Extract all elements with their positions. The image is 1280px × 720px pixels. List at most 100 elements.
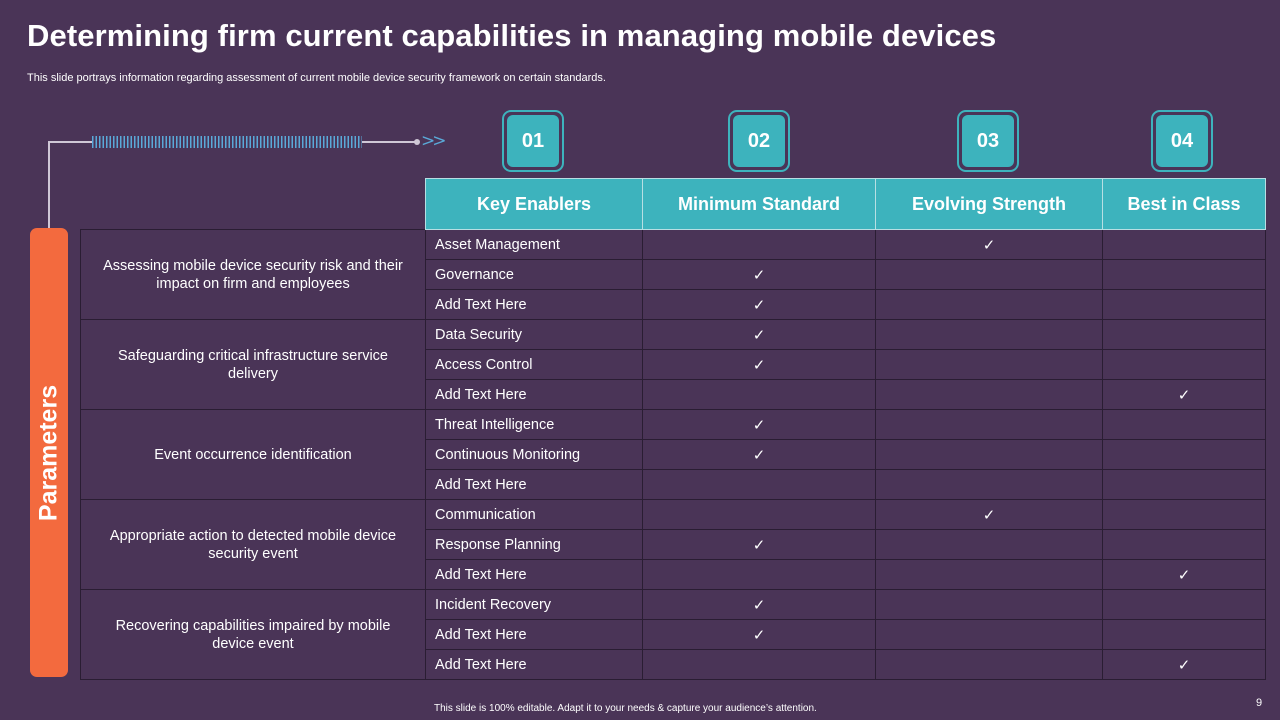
footer-note: This slide is 100% editable. Adapt it to… <box>434 703 817 714</box>
page-number: 9 <box>1256 697 1263 709</box>
key-enabler-cell: Add Text Here <box>425 289 643 320</box>
empty-cell <box>642 229 876 260</box>
key-enabler-cell: Add Text Here <box>425 469 643 500</box>
empty-cell <box>875 259 1103 290</box>
empty-cell <box>875 289 1103 320</box>
parameter-cell: Assessing mobile device security risk an… <box>80 229 426 320</box>
key-enabler-cell: Add Text Here <box>425 379 643 410</box>
connector-dot <box>414 139 420 145</box>
parameters-side-bar: Parameters <box>30 228 68 677</box>
empty-cell <box>875 619 1103 650</box>
parameter-cell: Recovering capabilities impaired by mobi… <box>80 589 426 680</box>
empty-cell <box>875 409 1103 440</box>
empty-cell <box>875 649 1103 680</box>
checkmark-icon: ✓ <box>642 439 876 470</box>
key-enabler-cell: Response Planning <box>425 529 643 560</box>
key-enabler-cell: Continuous Monitoring <box>425 439 643 470</box>
checkmark-icon: ✓ <box>642 319 876 350</box>
empty-cell <box>1102 589 1266 620</box>
empty-cell <box>1102 439 1266 470</box>
table-row: Add Text Here ✓ <box>81 289 1266 320</box>
parameter-cell: Safeguarding critical infrastructure ser… <box>80 319 426 410</box>
empty-cell <box>875 319 1103 350</box>
parameter-cell: Event occurrence identification <box>80 409 426 500</box>
table-body: Assessing mobile device security risk an… <box>80 229 1266 680</box>
capabilities-table: Key Enablers Minimum Standard Evolving S… <box>80 178 1266 680</box>
checkmark-icon: ✓ <box>642 619 876 650</box>
key-enabler-cell: Threat Intelligence <box>425 409 643 440</box>
checkmark-icon: ✓ <box>1102 649 1266 680</box>
empty-cell <box>642 499 876 530</box>
checkmark-icon: ✓ <box>642 529 876 560</box>
key-enabler-cell: Incident Recovery <box>425 589 643 620</box>
parameters-label: Parameters <box>34 384 63 521</box>
checkmark-icon: ✓ <box>642 259 876 290</box>
empty-cell <box>1102 259 1266 290</box>
empty-cell <box>1102 469 1266 500</box>
badge-number: 01 <box>507 115 559 167</box>
empty-cell <box>875 439 1103 470</box>
key-enabler-cell: Data Security <box>425 319 643 350</box>
table-row: Add Text Here ✓ <box>81 559 1266 590</box>
key-enabler-cell: Governance <box>425 259 643 290</box>
checkmark-icon: ✓ <box>642 349 876 380</box>
empty-cell <box>642 559 876 590</box>
empty-cell <box>1102 499 1266 530</box>
table-row: Appropriate action to detected mobile de… <box>80 499 1266 590</box>
key-enabler-cell: Communication <box>425 499 643 530</box>
table-row: Safeguarding critical infrastructure ser… <box>80 319 1266 410</box>
table-row: Add Text Here <box>81 469 1266 500</box>
empty-cell <box>642 379 876 410</box>
checkmark-icon: ✓ <box>875 499 1103 530</box>
key-enabler-cell: Access Control <box>425 349 643 380</box>
table-row: Add Text Here ✓ <box>81 619 1266 650</box>
header-key-enablers: Key Enablers <box>425 178 643 230</box>
checkmark-icon: ✓ <box>642 409 876 440</box>
checkmark-icon: ✓ <box>642 589 876 620</box>
table-row: Add Text Here ✓ <box>81 379 1266 410</box>
table-row: Assessing mobile device security risk an… <box>80 229 1266 320</box>
table-row: Add Text Here ✓ <box>81 649 1266 680</box>
slide-subtitle: This slide portrays information regardin… <box>27 72 606 84</box>
empty-cell <box>875 589 1103 620</box>
key-enabler-cell: Asset Management <box>425 229 643 260</box>
checkmark-icon: ✓ <box>1102 559 1266 590</box>
empty-cell <box>875 529 1103 560</box>
header-spacer <box>81 179 426 230</box>
table-row: Access Control ✓ <box>81 349 1266 380</box>
header-evolving-strength: Evolving Strength <box>875 178 1103 230</box>
empty-cell <box>1102 409 1266 440</box>
table-row: Event occurrence identification Threat In… <box>80 409 1266 500</box>
empty-cell <box>642 469 876 500</box>
connector-line-right <box>362 141 416 143</box>
badge-number: 04 <box>1156 115 1208 167</box>
empty-cell <box>875 349 1103 380</box>
badge-number: 03 <box>962 115 1014 167</box>
empty-cell <box>1102 529 1266 560</box>
empty-cell <box>875 469 1103 500</box>
empty-cell <box>875 559 1103 590</box>
table-row: Recovering capabilities impaired by mobi… <box>80 589 1266 680</box>
checkmark-icon: ✓ <box>875 229 1103 260</box>
table-row: Response Planning ✓ <box>81 529 1266 560</box>
header-minimum-standard: Minimum Standard <box>642 178 876 230</box>
table-header-row: Key Enablers Minimum Standard Evolving S… <box>81 178 1266 230</box>
badge-04: 04 <box>1151 110 1213 172</box>
badge-02: 02 <box>728 110 790 172</box>
badge-03: 03 <box>957 110 1019 172</box>
header-best-in-class: Best in Class <box>1102 178 1266 230</box>
empty-cell <box>1102 229 1266 260</box>
double-chevron-right-icon: >> <box>421 131 446 151</box>
empty-cell <box>875 379 1103 410</box>
empty-cell <box>1102 619 1266 650</box>
empty-cell <box>1102 349 1266 380</box>
checkmark-icon: ✓ <box>642 289 876 320</box>
empty-cell <box>1102 319 1266 350</box>
dashed-connector-decoration <box>92 136 362 148</box>
slide-title: Determining firm current capabilities in… <box>27 18 997 53</box>
badge-01: 01 <box>502 110 564 172</box>
empty-cell <box>642 649 876 680</box>
badge-number: 02 <box>733 115 785 167</box>
key-enabler-cell: Add Text Here <box>425 649 643 680</box>
table-row: Governance ✓ <box>81 259 1266 290</box>
